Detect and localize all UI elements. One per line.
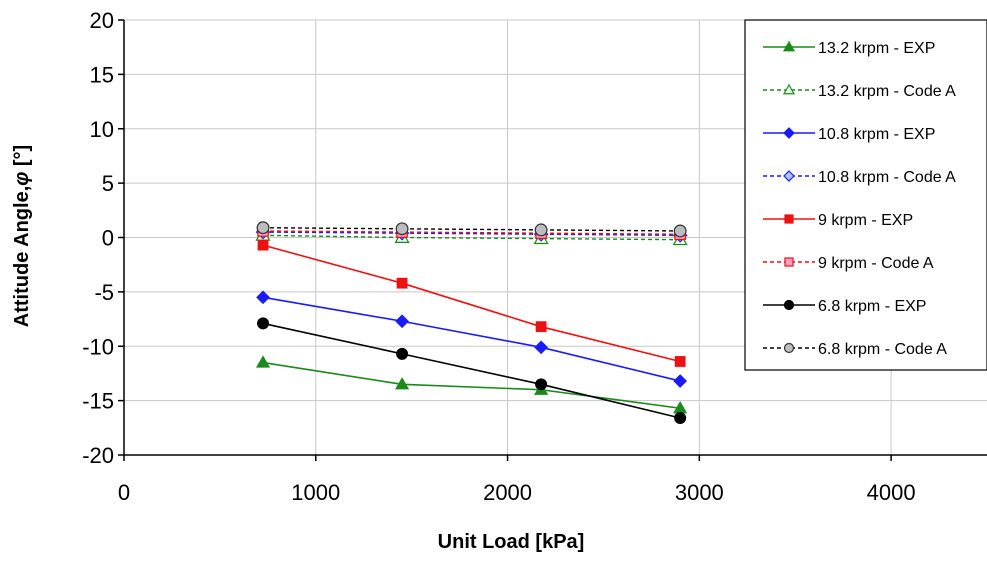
data-point (534, 340, 548, 355)
data-point (674, 412, 687, 425)
legend-item: 10.8 krpm - EXP (763, 126, 935, 143)
data-point (396, 277, 408, 289)
data-point (673, 224, 687, 238)
y-tick-label: 15 (90, 62, 114, 87)
legend-label: 6.8 krpm - EXP (818, 298, 926, 315)
data-point (535, 321, 547, 333)
legend-marker (784, 214, 794, 224)
legend-marker (783, 299, 795, 311)
y-tick-label: 5 (102, 171, 114, 196)
data-point (396, 347, 409, 360)
series-layer (255, 221, 688, 425)
legend-item: 13.2 krpm - Code A (763, 83, 956, 100)
y-axis-title-suffix: [°] (11, 145, 33, 172)
data-point (256, 221, 270, 235)
legend-marker (784, 257, 794, 267)
legend-label: 9 krpm - Code A (818, 255, 934, 272)
series-line (262, 322, 681, 419)
x-tick-label: 0 (118, 480, 130, 505)
axes (118, 19, 987, 461)
legend-item: 10.8 krpm - Code A (763, 169, 956, 186)
data-point (256, 355, 271, 368)
legend-label: 9 krpm - EXP (818, 212, 913, 229)
y-tick-label: -15 (82, 389, 114, 414)
series-2 (256, 290, 688, 388)
legend-item: 9 krpm - EXP (763, 212, 913, 229)
series-line (262, 244, 681, 363)
legend-label: 10.8 krpm - Code A (818, 169, 956, 186)
legend: 13.2 krpm - EXP 13.2 krpm - Code A 10.8 kr… (744, 19, 987, 371)
data-point (534, 223, 548, 237)
data-point (256, 290, 270, 305)
y-tick-label: 0 (102, 226, 114, 251)
legend-item: 6.8 krpm - EXP (763, 298, 926, 315)
legend-marker (782, 83, 796, 95)
x-tick-label: 4000 (867, 480, 916, 505)
legend-item: 13.2 krpm - EXP (763, 40, 935, 57)
y-tick-label: -10 (82, 334, 114, 359)
legend-label: 13.2 krpm - Code A (818, 83, 956, 100)
y-tick-label: -20 (82, 443, 114, 468)
data-point (395, 377, 410, 390)
series-line (262, 296, 681, 382)
series-4 (257, 239, 686, 367)
series-6 (257, 317, 687, 425)
y-axis-title: Attitude Angle,φ [°] (11, 145, 33, 327)
x-tick-label: 1000 (291, 480, 340, 505)
x-tick-label: 2000 (483, 480, 532, 505)
data-point (535, 378, 548, 391)
y-tick-label: -5 (94, 280, 114, 305)
y-tick-label: 10 (90, 117, 114, 142)
legend-box (744, 19, 987, 371)
legend-marker (782, 40, 796, 52)
legend-item: 6.8 krpm - Code A (763, 341, 947, 358)
legend-marker (783, 342, 795, 354)
y-axis-title-prefix: Attitude Angle, (11, 186, 33, 327)
data-point (674, 356, 686, 367)
legend-item: 9 krpm - Code A (763, 255, 934, 272)
x-tick-label: 3000 (675, 480, 724, 505)
legend-label: 13.2 krpm - EXP (818, 40, 935, 57)
legend-marker (783, 127, 795, 139)
series-7 (256, 221, 687, 238)
data-point (257, 239, 269, 251)
y-axis-title-symbol: φ (11, 172, 33, 186)
legend-label: 10.8 krpm - EXP (818, 126, 935, 143)
series-line (262, 361, 681, 410)
y-tick-label: 20 (90, 8, 114, 33)
legend-marker (783, 170, 795, 182)
data-point (395, 314, 409, 329)
legend-label: 6.8 krpm - Code A (818, 341, 947, 358)
data-point (673, 374, 688, 388)
data-point (395, 222, 409, 236)
data-point (257, 317, 270, 330)
x-axis-title: Unit Load [kPa] (438, 531, 585, 553)
